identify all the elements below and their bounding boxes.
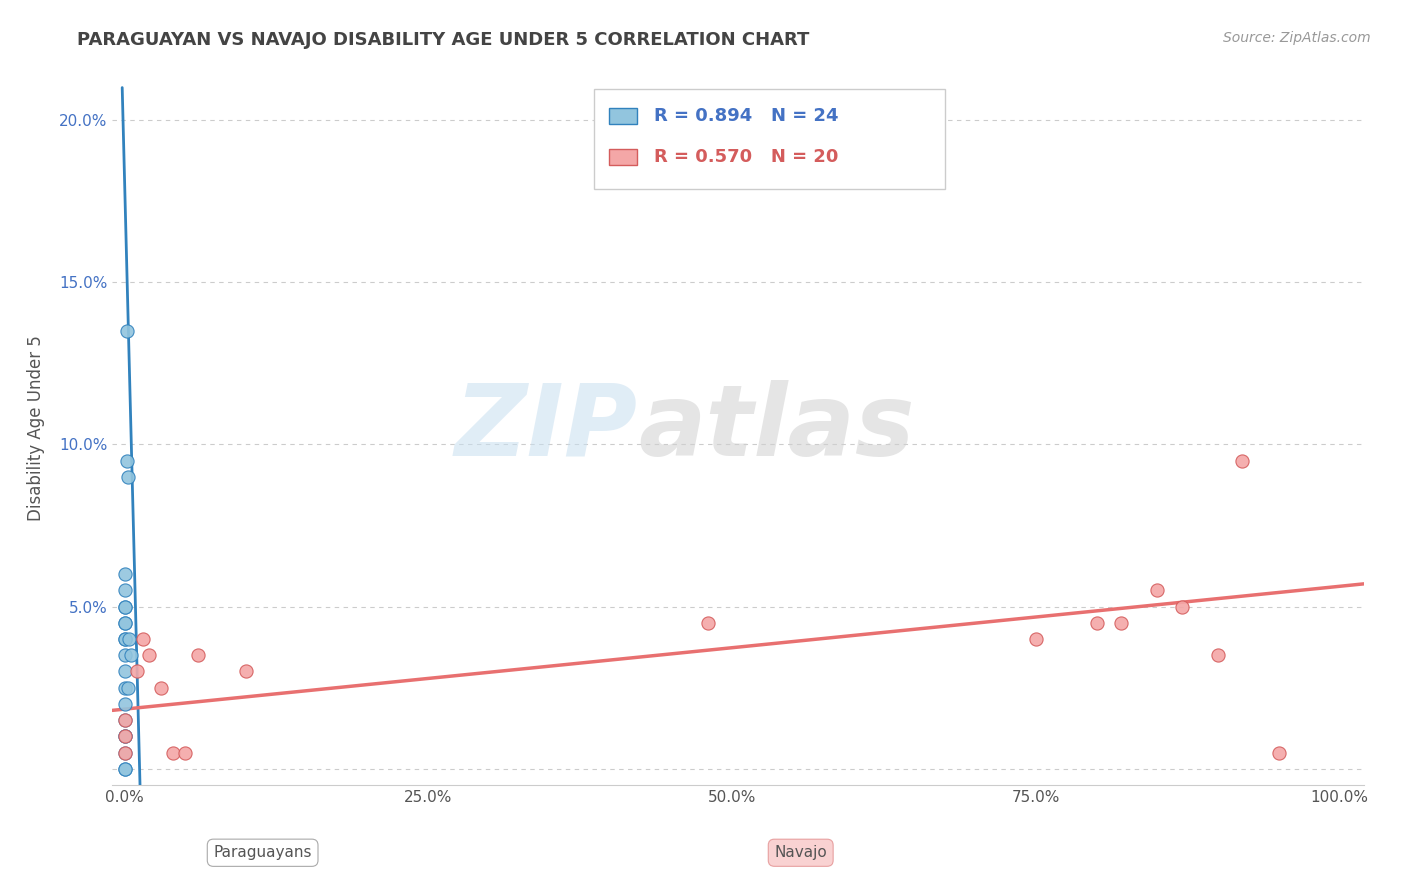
Point [132,632,155,646]
Point [114,729,136,743]
Point [114,583,136,598]
Point [115,324,138,338]
Point [114,729,136,743]
Text: atlas: atlas [638,380,914,476]
Text: R = 0.894   N = 24: R = 0.894 N = 24 [654,107,839,125]
Point [114,729,136,743]
Point [120,648,142,663]
Point [114,665,136,679]
Point [114,681,136,695]
Point [114,599,136,614]
Text: Paraguayans: Paraguayans [214,846,312,860]
Bar [609,149,637,165]
Text: PARAGUAYAN VS NAVAJO DISABILITY AGE UNDER 5 CORRELATION CHART: PARAGUAYAN VS NAVAJO DISABILITY AGE UNDE… [77,31,810,49]
Point [1109,615,1132,630]
Text: ZIP: ZIP [456,380,638,476]
Point [1268,746,1291,760]
Point [114,697,136,711]
Point [1146,583,1168,598]
Point [1025,632,1047,646]
Text: Navajo: Navajo [775,846,827,860]
Point [186,648,208,663]
Bar [609,109,637,124]
Point [114,762,136,776]
Point [114,746,136,760]
Text: R = 0.570   N = 20: R = 0.570 N = 20 [654,148,839,166]
Point [114,713,136,727]
Point [114,713,136,727]
Point [162,746,184,760]
Point [115,453,138,467]
Point [1206,648,1229,663]
Y-axis label: Disability Age Under 5: Disability Age Under 5 [27,335,45,521]
Point [114,599,136,614]
Point [118,632,141,646]
FancyBboxPatch shape [595,89,945,189]
Point [174,746,197,760]
Point [114,648,136,663]
Point [1170,599,1192,614]
Point [114,615,136,630]
Point [114,632,136,646]
Point [696,615,718,630]
Text: Source: ZipAtlas.com: Source: ZipAtlas.com [1223,31,1371,45]
Point [150,681,173,695]
Point [114,746,136,760]
Point [1085,615,1108,630]
Point [138,648,160,663]
Point [235,665,257,679]
Point [117,470,139,484]
Point [117,681,139,695]
Point [114,762,136,776]
Point [114,567,136,582]
Point [125,665,148,679]
Point [114,615,136,630]
Point [114,632,136,646]
Point [1232,453,1254,467]
